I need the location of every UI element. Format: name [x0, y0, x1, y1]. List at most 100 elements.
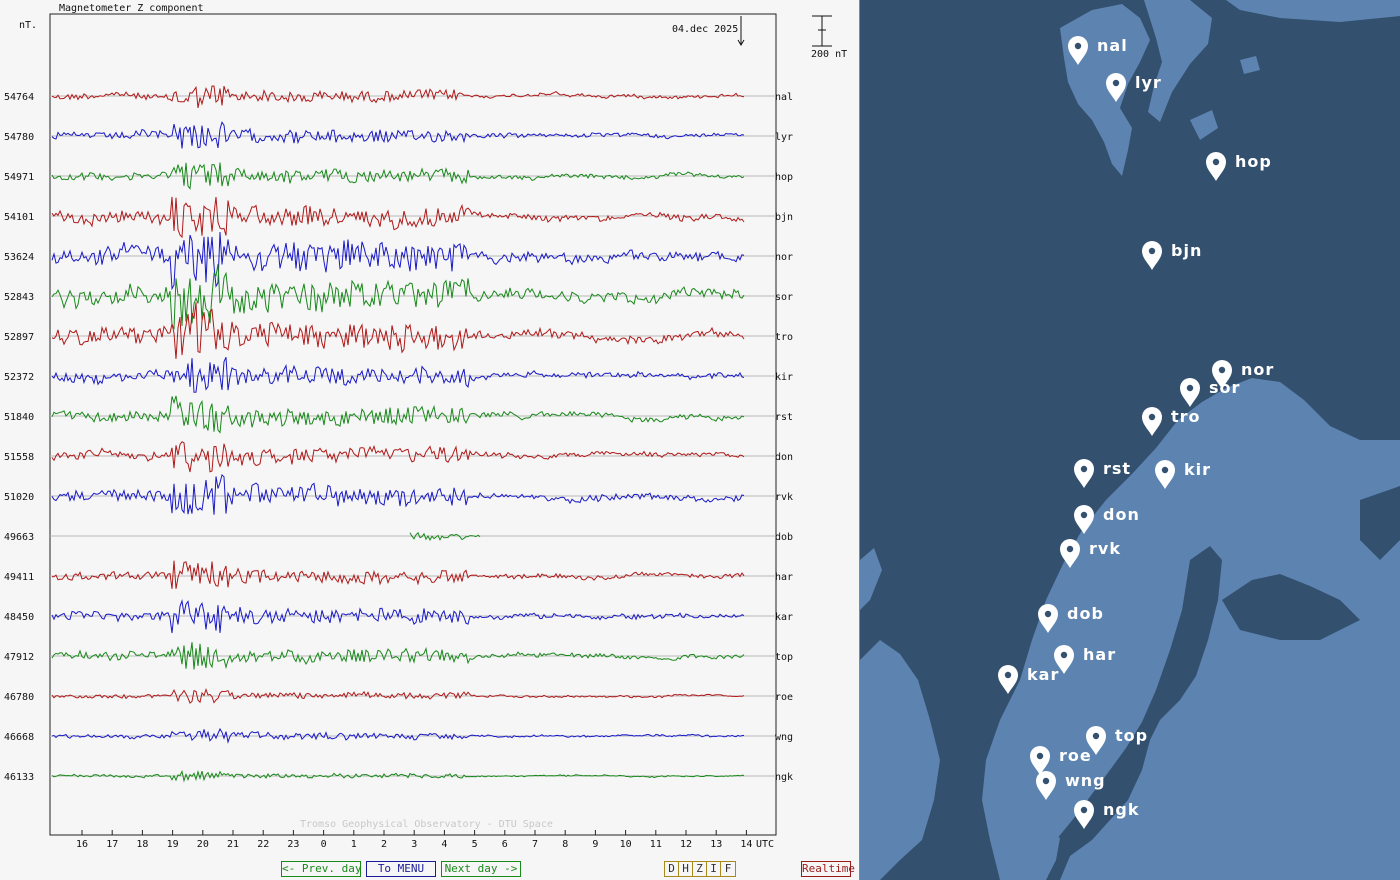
location-pin-icon — [1068, 36, 1088, 65]
pin-dot — [1080, 806, 1088, 814]
station-code-label: nor — [775, 252, 793, 263]
trace-ngk — [51, 769, 745, 783]
trace-tro — [51, 302, 745, 359]
hour-tick-label: 6 — [502, 839, 508, 850]
map-marker-rvk[interactable]: rvk — [1060, 539, 1121, 568]
hour-tick-label: 16 — [76, 839, 88, 850]
component-i-button[interactable]: I — [707, 862, 721, 876]
location-pin-icon — [1180, 378, 1200, 407]
trace-top — [51, 642, 745, 670]
station-map: nal lyr hop bjn nor sor tro rst kir don rvk dob har k… — [860, 0, 1400, 880]
realtime-button[interactable]: Realtime — [801, 861, 855, 877]
trace-kar — [51, 599, 745, 634]
map-marker-nal[interactable]: nal — [1068, 36, 1128, 65]
hour-tick-label: 21 — [227, 839, 239, 850]
map-marker-bjn[interactable]: bjn — [1142, 241, 1202, 270]
baseline-value: 52843 — [4, 292, 34, 303]
location-pin-icon — [998, 665, 1018, 694]
pin-dot — [1218, 366, 1226, 374]
pin-dot — [1112, 79, 1120, 87]
trace-nor — [51, 231, 745, 291]
menu-button[interactable]: To MENU — [366, 861, 436, 877]
trace-kir — [51, 356, 745, 393]
baseline-value: 46668 — [4, 732, 34, 743]
map-marker-label: roe — [1059, 746, 1092, 765]
unit-label: nT. — [19, 20, 37, 31]
station-code-label: rvk — [775, 492, 793, 503]
component-d-button[interactable]: D — [665, 862, 679, 876]
date-arrow-icon — [737, 16, 745, 46]
baseline-value: 51840 — [4, 412, 34, 423]
component-selector: D H Z I F — [664, 861, 736, 877]
hour-tick-label: 10 — [620, 839, 632, 850]
scale-label: 200 nT — [811, 49, 847, 60]
map-marker-hop[interactable]: hop — [1206, 152, 1272, 181]
station-code-label: kar — [775, 612, 793, 623]
station-code-label: rst — [775, 412, 793, 423]
baseline-value: 54971 — [4, 172, 34, 183]
map-marker-nor[interactable]: nor — [1212, 360, 1274, 389]
trace-lyr — [51, 121, 745, 149]
location-pin-icon — [1074, 505, 1094, 534]
map-marker-roe[interactable]: roe — [1030, 746, 1092, 775]
baseline-value: 51558 — [4, 452, 34, 463]
pin-dot — [1074, 42, 1082, 50]
map-marker-kar[interactable]: kar — [998, 665, 1059, 694]
next-day-button[interactable]: Next day -> — [441, 861, 521, 877]
trace-wng — [51, 727, 745, 744]
map-marker-label: har — [1083, 645, 1116, 664]
station-code-label: dob — [775, 532, 793, 543]
baseline-value: 52897 — [4, 332, 34, 343]
component-f-button[interactable]: F — [724, 862, 732, 875]
prev-day-button[interactable]: <- Prev. day — [281, 861, 362, 877]
map-marker-label: nor — [1241, 360, 1274, 379]
map-marker-label: sor — [1209, 378, 1240, 397]
trace-nal — [51, 85, 745, 108]
location-pin-icon — [1086, 726, 1106, 755]
station-code-label: roe — [775, 692, 793, 703]
date-label: 04.dec 2025 — [672, 24, 738, 35]
utc-label: UTC — [756, 839, 774, 850]
map-marker-top[interactable]: top — [1086, 726, 1148, 755]
map-marker-label: top — [1115, 726, 1148, 745]
map-marker-wng[interactable]: wng — [1036, 771, 1106, 800]
map-marker-tro[interactable]: tro — [1142, 407, 1201, 436]
location-pin-icon — [1060, 539, 1080, 568]
baseline-value: 49663 — [4, 532, 34, 543]
hour-tick-label: 19 — [167, 839, 179, 850]
location-pin-icon — [1142, 407, 1162, 436]
pin-dot — [1042, 777, 1050, 785]
map-marker-har[interactable]: har — [1054, 645, 1116, 674]
map-marker-ngk[interactable]: ngk — [1074, 800, 1139, 829]
location-pin-icon — [1206, 152, 1226, 181]
baseline-value: 54780 — [4, 132, 34, 143]
map-marker-rst[interactable]: rst — [1074, 459, 1131, 488]
map-marker-sor[interactable]: sor — [1180, 378, 1240, 407]
station-code-label: bjn — [775, 212, 793, 223]
pin-dot — [1036, 752, 1044, 760]
location-pin-icon — [1038, 604, 1058, 633]
station-code-label: kir — [775, 372, 793, 383]
map-marker-don[interactable]: don — [1074, 505, 1140, 534]
map-marker-label: kir — [1184, 460, 1211, 479]
component-h-button[interactable]: H — [679, 862, 693, 876]
map-marker-lyr[interactable]: lyr — [1106, 73, 1162, 102]
map-marker-kir[interactable]: kir — [1155, 460, 1211, 489]
location-pin-icon — [1155, 460, 1175, 489]
location-pin-icon — [1106, 73, 1126, 102]
plot-frame — [49, 13, 777, 836]
trace-don — [51, 441, 745, 473]
map-marker-dob[interactable]: dob — [1038, 604, 1104, 633]
map-marker-label: kar — [1027, 665, 1059, 684]
hour-tick-label: 7 — [532, 839, 538, 850]
hour-tick-label: 11 — [650, 839, 662, 850]
map-marker-label: don — [1103, 505, 1140, 524]
component-z-button[interactable]: Z — [693, 862, 707, 876]
station-code-label: har — [775, 572, 793, 583]
location-pin-icon — [1074, 459, 1094, 488]
pin-dot — [1044, 610, 1052, 618]
hour-tick-label: 23 — [287, 839, 299, 850]
location-pin-icon — [1212, 360, 1232, 389]
